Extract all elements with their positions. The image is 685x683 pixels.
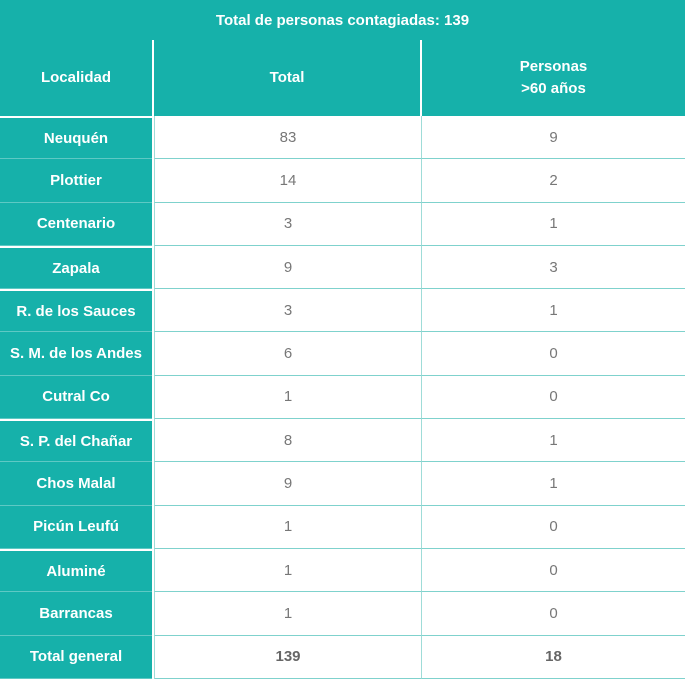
- table-title: Total de personas contagiadas: 139: [0, 0, 685, 40]
- cell-localidad: Aluminé: [0, 548, 152, 593]
- cell-localidad: Barrancas: [0, 592, 152, 636]
- table-body: Neuquén 83 9 Plottier 14 2 Centenario 3 …: [0, 116, 685, 679]
- table-row: Barrancas 1 0: [0, 592, 685, 636]
- cell-total: 9: [154, 245, 421, 290]
- table-row: Picún Leufú 1 0: [0, 505, 685, 549]
- cell-total: 83: [154, 116, 421, 160]
- table-row: Cutral Co 1 0: [0, 375, 685, 420]
- cell-localidad: Cutral Co: [0, 375, 152, 420]
- cell-mayores: 0: [421, 548, 685, 593]
- table-row: Centenario 3 1: [0, 202, 685, 246]
- table-row-total: Total general 139 18: [0, 635, 685, 679]
- header-divider: [153, 52, 154, 114]
- table-row: S. P. del Chañar 8 1: [0, 419, 685, 463]
- table-row: Aluminé 1 0: [0, 548, 685, 593]
- table-row: Neuquén 83 9: [0, 116, 685, 160]
- header-mayores-line2: >60 años: [521, 80, 586, 97]
- cell-total: 9: [154, 462, 421, 506]
- cell-mayores: 9: [421, 116, 685, 160]
- cell-localidad: Total general: [0, 635, 152, 679]
- cell-localidad: Centenario: [0, 202, 152, 246]
- cell-total: 139: [154, 635, 421, 679]
- cell-total: 3: [154, 289, 421, 333]
- cell-total: 1: [154, 505, 421, 549]
- header-localidad-label: Localidad: [40, 69, 111, 86]
- cell-mayores: 1: [421, 202, 685, 246]
- cell-mayores: 1: [421, 462, 685, 506]
- cell-localidad: Picún Leufú: [0, 505, 152, 549]
- cell-mayores: 1: [421, 419, 685, 463]
- cell-localidad: Zapala: [0, 245, 152, 290]
- cell-localidad: Chos Malal: [0, 462, 152, 506]
- table-row: Chos Malal 9 1: [0, 462, 685, 506]
- header-localidad: Localidad: [0, 40, 152, 116]
- cell-mayores: 0: [421, 332, 685, 376]
- cell-localidad: R. de los Sauces: [0, 289, 152, 333]
- table-row: R. de los Sauces 3 1: [0, 289, 685, 333]
- cell-total: 14: [154, 159, 421, 203]
- cell-mayores: 0: [421, 375, 685, 420]
- cell-mayores: 2: [421, 159, 685, 203]
- cell-mayores: 0: [421, 592, 685, 636]
- table-row: S. M. de los Andes 6 0: [0, 332, 685, 376]
- header-mayores-line1: Personas: [519, 58, 588, 75]
- cell-total: 3: [154, 202, 421, 246]
- cell-localidad: Plottier: [0, 159, 152, 203]
- cell-total: 1: [154, 592, 421, 636]
- table-row: Zapala 9 3: [0, 245, 685, 290]
- header-total: Total: [154, 40, 420, 116]
- cell-localidad: S. P. del Chañar: [0, 419, 152, 463]
- header-total-label: Total: [269, 69, 305, 86]
- cell-localidad: Neuquén: [0, 116, 152, 160]
- cell-total: 1: [154, 548, 421, 593]
- cell-total: 6: [154, 332, 421, 376]
- table-row: Plottier 14 2: [0, 159, 685, 203]
- header-divider: [421, 52, 422, 114]
- cell-mayores: 3: [421, 245, 685, 290]
- cell-total: 8: [154, 419, 421, 463]
- cell-localidad: S. M. de los Andes: [0, 332, 152, 376]
- cell-mayores: 1: [421, 289, 685, 333]
- cell-mayores: 0: [421, 505, 685, 549]
- header-mayores: Personas >60 años: [422, 40, 685, 116]
- cell-mayores: 18: [421, 635, 685, 679]
- cell-total: 1: [154, 375, 421, 420]
